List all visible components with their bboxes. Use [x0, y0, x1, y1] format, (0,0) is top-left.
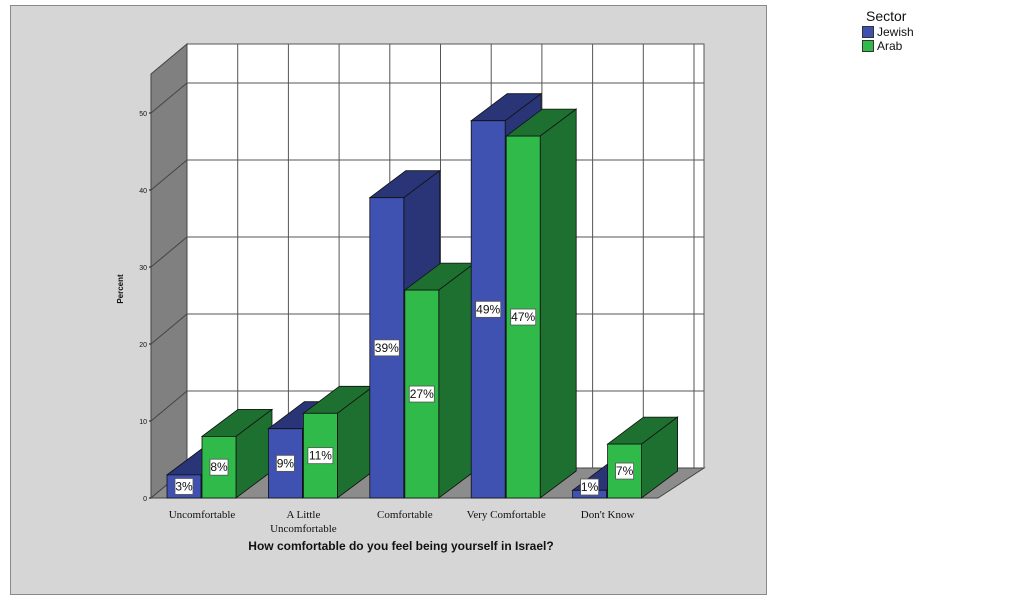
y-tick-label: 20 [139, 342, 147, 349]
data-label-box [475, 300, 502, 318]
x-tick-label: Comfortable [377, 509, 433, 521]
data-label-box [510, 308, 537, 326]
x-axis-title: How comfortable do you feel being yourse… [248, 539, 553, 553]
data-label-box [209, 458, 229, 476]
bar-side-arab [539, 108, 577, 499]
gridline-side [150, 82, 188, 114]
y-tick-label: 10 [139, 419, 147, 426]
legend-label-arab: Arab [877, 39, 903, 53]
legend-item-arab: Arab [862, 39, 982, 53]
legend-swatch-arab [862, 40, 874, 52]
y-axis-ticks: 0 10 20 30 40 50 [139, 111, 151, 503]
x-axis-ticks: Uncomfortable A Little Uncomfortable Comfor… [169, 509, 635, 535]
data-label-box [615, 462, 634, 480]
x-tick-label: Uncomfortable [169, 509, 236, 521]
data-label: 47% [511, 310, 535, 324]
bar-side-arab [438, 262, 476, 499]
y-tick-label: 50 [139, 111, 147, 118]
legend-title: Sector [866, 8, 907, 24]
data-label: 39% [375, 341, 399, 355]
data-label: 1% [581, 480, 599, 494]
gridline-side [150, 159, 188, 191]
side-wall [150, 42, 188, 500]
data-label: 49% [476, 302, 500, 316]
gridline-side [150, 390, 188, 422]
legend-swatch-jewish [862, 26, 874, 38]
x-tick-label: Very Comfortable [467, 509, 546, 521]
y-axis-title: Percent [116, 274, 125, 304]
legend-item-jewish: Jewish [862, 25, 982, 39]
legend-label-jewish: Jewish [877, 25, 914, 39]
legend: Sector Jewish Arab [862, 8, 982, 53]
bar-chart: 0 10 20 30 40 50 3% 8% 9% 11% 39% 27% 49% 47% 1% 7% Un… [116, 42, 706, 553]
x-tick-label: Uncomfortable [270, 523, 337, 535]
data-label-box [275, 454, 295, 472]
y-tick-label: 30 [139, 265, 147, 272]
gridline-side [150, 236, 188, 268]
data-label-box [373, 339, 400, 357]
data-label: 7% [616, 464, 634, 478]
data-labels: 3% 8% 9% 11% 39% 27% 49% 47% 1% 7% [174, 300, 634, 496]
data-label: 3% [175, 479, 193, 493]
data-label-box [408, 385, 435, 403]
x-tick-label: Don't Know [581, 509, 635, 521]
chart-frame: 0 10 20 30 40 50 3% 8% 9% 11% 39% 27% 49% 47% 1% 7% Un… [10, 5, 767, 595]
y-tick-label: 40 [139, 188, 147, 195]
gridline-side [150, 313, 188, 345]
data-label-box [174, 478, 194, 495]
data-label-box [580, 478, 599, 496]
data-label: 27% [410, 387, 434, 401]
y-tick-label: 0 [143, 496, 147, 503]
data-label: 11% [309, 449, 332, 463]
x-tick-label: A Little [286, 509, 320, 521]
data-label: 8% [210, 460, 228, 474]
data-label-box [307, 447, 334, 465]
data-label: 9% [277, 456, 295, 470]
